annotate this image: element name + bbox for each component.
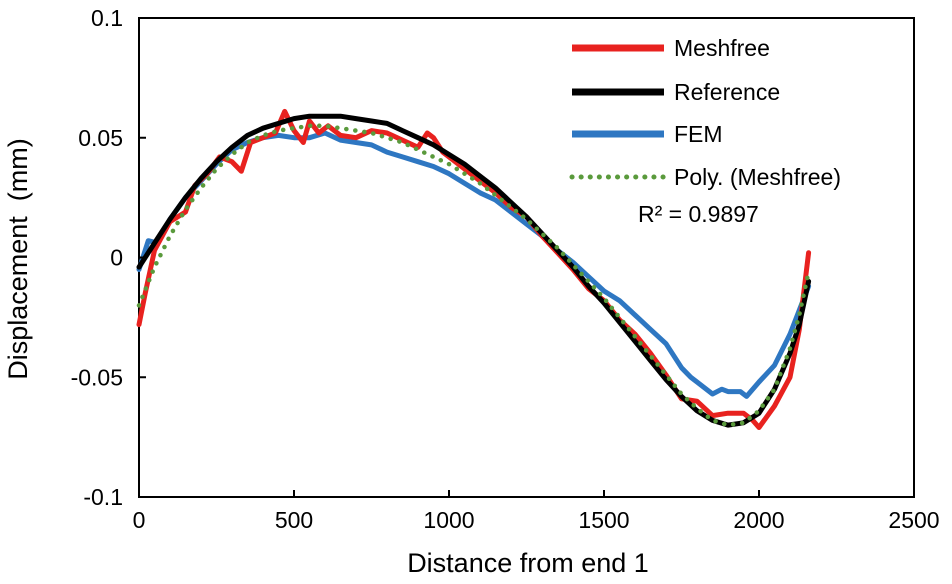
series-layer xyxy=(136,108,812,430)
x-tick-label: 0 xyxy=(133,507,146,533)
x-tick-label: 1000 xyxy=(423,507,474,533)
plot-border xyxy=(138,17,915,498)
y-tick-label: -0.05 xyxy=(71,364,123,390)
plot-area xyxy=(138,17,915,498)
series-line-fem xyxy=(136,130,812,399)
y-tick-label: 0.05 xyxy=(78,125,123,151)
x-axis-title: Distance from end 1 xyxy=(407,548,649,578)
y-axis-title: Displacement (mm) xyxy=(3,138,33,380)
legend: Meshfree Reference FEM Poly. (Meshfree) xyxy=(569,35,841,190)
y-tick-label: 0.1 xyxy=(91,5,123,31)
x-axis: 0 500 1000 1500 2000 2500 xyxy=(133,490,940,533)
legend-label: FEM xyxy=(674,121,723,147)
y-tick-label: -0.1 xyxy=(83,484,123,510)
x-tick-label: 2500 xyxy=(888,507,939,533)
legend-label: Meshfree xyxy=(674,35,770,61)
legend-label: Reference xyxy=(674,79,780,105)
series-line-poly-meshfree xyxy=(136,123,811,428)
y-tick-label: 0 xyxy=(110,245,123,271)
x-tick-label: 500 xyxy=(275,507,313,533)
x-tick-label: 1500 xyxy=(578,507,629,533)
series-line-meshfree xyxy=(136,108,812,430)
x-tick-label: 2000 xyxy=(733,507,784,533)
legend-label: Poly. (Meshfree) xyxy=(674,164,841,190)
series-line-reference xyxy=(136,113,812,428)
r-squared-annotation: R² = 0.9897 xyxy=(638,201,759,227)
y-axis: 0.1 0.05 0 -0.05 -0.1 xyxy=(71,5,146,510)
